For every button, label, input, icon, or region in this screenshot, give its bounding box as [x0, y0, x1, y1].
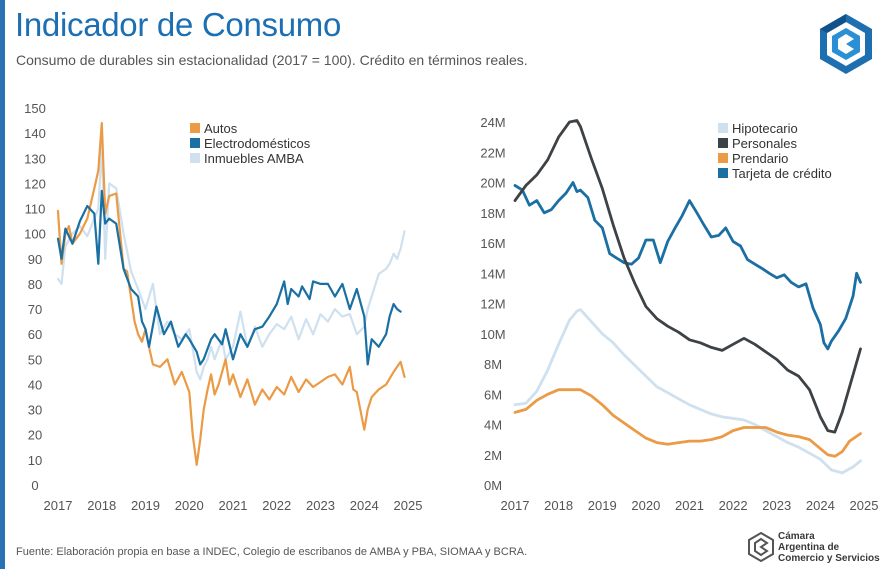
consumo-legend-swatch [190, 123, 200, 133]
consumo-legend-swatch [190, 138, 200, 148]
consumo-y-tick-label: 60 [28, 327, 42, 342]
consumo-legend-label: Inmuebles AMBA [204, 151, 304, 166]
credito-legend-swatch [718, 168, 728, 178]
credito-x-tick-label: 2017 [501, 498, 530, 513]
consumo-y-tick-label: 140 [24, 126, 46, 141]
credito-x-tick-label: 2019 [588, 498, 617, 513]
consumo-y-tick-label: 0 [31, 478, 38, 493]
credito-legend-label: Hipotecario [732, 121, 798, 136]
consumo-x-tick-label: 2019 [131, 498, 160, 513]
credito-y-tick-label: 14M [480, 266, 505, 281]
consumo-y-tick-label: 40 [28, 377, 42, 392]
consumo-y-tick-label: 150 [24, 101, 46, 116]
consumo-legend-label: Electrodomésticos [204, 136, 311, 151]
credito-y-tick-label: 24M [480, 115, 505, 130]
consumo-x-tick-label: 2017 [44, 498, 73, 513]
credito-legend-label: Tarjeta de crédito [732, 166, 832, 181]
credito-series-line-prendario [513, 388, 862, 458]
brand-line-1: Cámara [778, 531, 815, 542]
consumo-x-tick-label: 2025 [394, 498, 423, 513]
consumo-legend-swatch [190, 153, 200, 163]
cac-brand-icon [748, 532, 774, 562]
credito-y-tick-label: 10M [480, 327, 505, 342]
credito-y-tick-label: 6M [484, 387, 502, 402]
brand-line-3: Comercio y Servicios [778, 553, 880, 564]
credito-x-tick-label: 2021 [675, 498, 704, 513]
consumo-x-tick-label: 2021 [219, 498, 248, 513]
credito-x-tick-label: 2022 [719, 498, 748, 513]
cac-logo-icon [820, 14, 872, 74]
consumo-y-tick-label: 30 [28, 403, 42, 418]
consumo-x-tick-label: 2024 [350, 498, 379, 513]
accent-rule [0, 0, 5, 569]
page-subtitle: Consumo de durables sin estacionalidad (… [16, 52, 528, 68]
consumo-durables-chart: 0 10 20 30 40 50 60 70 80 90 100 110 120 130 140 150 201… [24, 101, 423, 513]
consumo-y-tick-label: 70 [28, 302, 42, 317]
credito-series-line-hipotecario [513, 308, 862, 475]
credito-x-tick-label: 2020 [631, 498, 660, 513]
credito-series-line-personales [513, 119, 862, 434]
cac-brand: Cámara Argentina de Comercio y Servicios [748, 530, 880, 566]
consumo-y-tick-label: 10 [28, 453, 42, 468]
credito-legend-label: Personales [732, 136, 798, 151]
credito-x-tick-label: 2025 [850, 498, 879, 513]
consumo-x-tick-label: 2023 [306, 498, 335, 513]
consumo-y-tick-label: 100 [24, 227, 46, 242]
credito-y-tick-label: 18M [480, 206, 505, 221]
brand-name: Cámara Argentina de Comercio y Servicios [778, 531, 880, 564]
credito-x-tick-label: 2018 [544, 498, 573, 513]
credito-y-tick-label: 12M [480, 297, 505, 312]
consumo-y-tick-label: 130 [24, 151, 46, 166]
consumo-y-tick-label: 120 [24, 176, 46, 191]
consumo-series-line-autos [56, 121, 406, 466]
credito-legend-swatch [718, 153, 728, 163]
source-note: Fuente: Elaboración propia en base a IND… [16, 546, 528, 558]
credito-chart: 0M 2M 4M 6M 8M 10M 12M 14M 16M 18M 20M 22M 24M 2017 20… [480, 115, 879, 513]
consumo-y-tick-label: 50 [28, 352, 42, 367]
consumo-y-tick-label: 80 [28, 277, 42, 292]
credito-y-tick-label: 0M [484, 478, 502, 493]
consumo-y-tick-label: 110 [25, 202, 46, 217]
credito-y-tick-label: 2M [484, 448, 502, 463]
page-title: Indicador de Consumo [15, 6, 342, 43]
credito-y-tick-label: 4M [484, 418, 502, 433]
consumo-legend-label: Autos [204, 121, 238, 136]
credito-legend-swatch [718, 138, 728, 148]
consumo-x-tick-label: 2020 [175, 498, 204, 513]
credito-y-tick-label: 16M [480, 236, 505, 251]
consumo-series-line-electro [56, 189, 402, 366]
credito-x-tick-label: 2024 [806, 498, 835, 513]
credito-legend-label: Prendario [732, 151, 788, 166]
consumo-y-tick-label: 90 [28, 252, 42, 267]
credito-y-tick-label: 8M [484, 357, 502, 372]
consumo-x-tick-label: 2022 [262, 498, 291, 513]
credito-y-tick-label: 20M [480, 176, 505, 191]
credito-x-tick-label: 2023 [762, 498, 791, 513]
consumo-x-tick-label: 2018 [87, 498, 116, 513]
credito-series-line-tarjeta [513, 181, 862, 351]
credito-legend-swatch [718, 123, 728, 133]
brand-line-2: Argentina de [778, 542, 840, 553]
credito-y-tick-label: 22M [480, 145, 505, 160]
consumo-y-tick-label: 20 [28, 428, 42, 443]
